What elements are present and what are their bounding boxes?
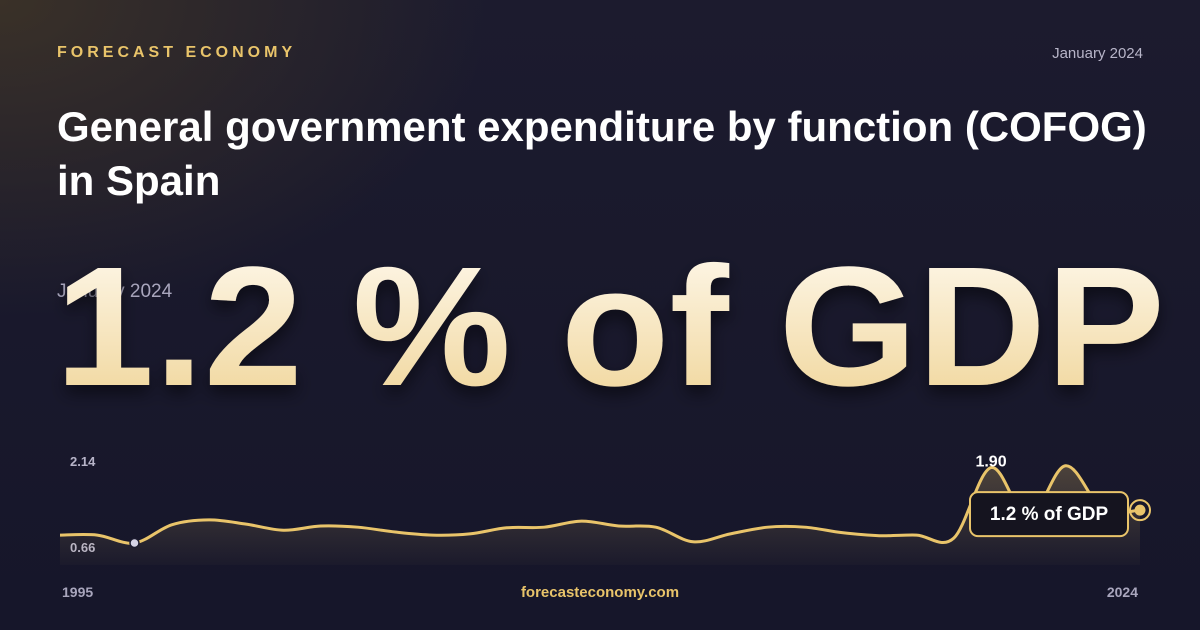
callout-label: 1.2 % of GDP <box>990 504 1109 525</box>
y-tick-label: 2.14 <box>70 454 96 469</box>
peak-label: 1.90 <box>975 454 1006 471</box>
min-point <box>129 537 140 549</box>
x-tick-label: 1995 <box>62 584 93 600</box>
date: January 2024 <box>1052 45 1143 62</box>
brand: FORECAST ECONOMY <box>57 44 297 61</box>
last-point-halo <box>1129 499 1151 522</box>
x-tick-label: 2024 <box>1107 584 1138 600</box>
date-secondary: January 2024 <box>57 281 173 302</box>
title: General government expenditure by functi… <box>57 103 1147 204</box>
footer: forecasteconomy.com <box>521 584 679 601</box>
callout-box <box>969 491 1129 538</box>
last-point <box>1134 504 1146 516</box>
area <box>60 465 1140 565</box>
headline: 1.2 % of GDP <box>55 232 1165 422</box>
